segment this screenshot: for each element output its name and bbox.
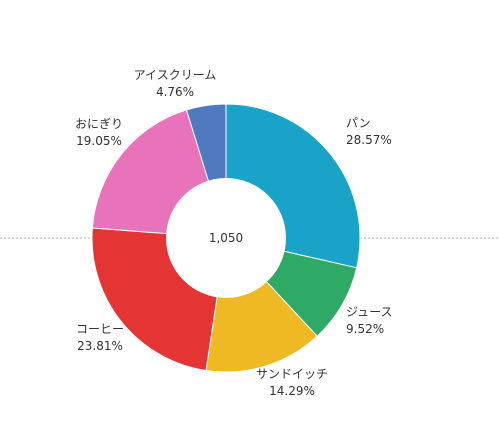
slice-label-1: ジュース [346,305,393,319]
total-value: 1,050 [209,231,243,245]
slice-percent-2: 14.29% [269,384,315,398]
donut-hole [166,178,286,298]
slice-percent-3: 23.81% [77,339,123,353]
slice-percent-5: 4.76% [156,85,194,99]
slice-label-0: パン [346,116,371,130]
slice-label-4: おにぎり [75,117,123,131]
slice-percent-0: 28.57% [346,133,392,147]
labels-group: パン 28.57% ジュース 9.52% サンドイッチ 14.29% コーヒー 23.81% お… [75,68,393,398]
slice-label-2: サンドイッチ [256,367,328,381]
slice-percent-1: 9.52% [346,322,384,336]
slice-label-3: コーヒー [76,322,124,336]
slice-percent-4: 19.05% [76,134,122,148]
slice-label-5: アイスクリーム [134,68,217,82]
